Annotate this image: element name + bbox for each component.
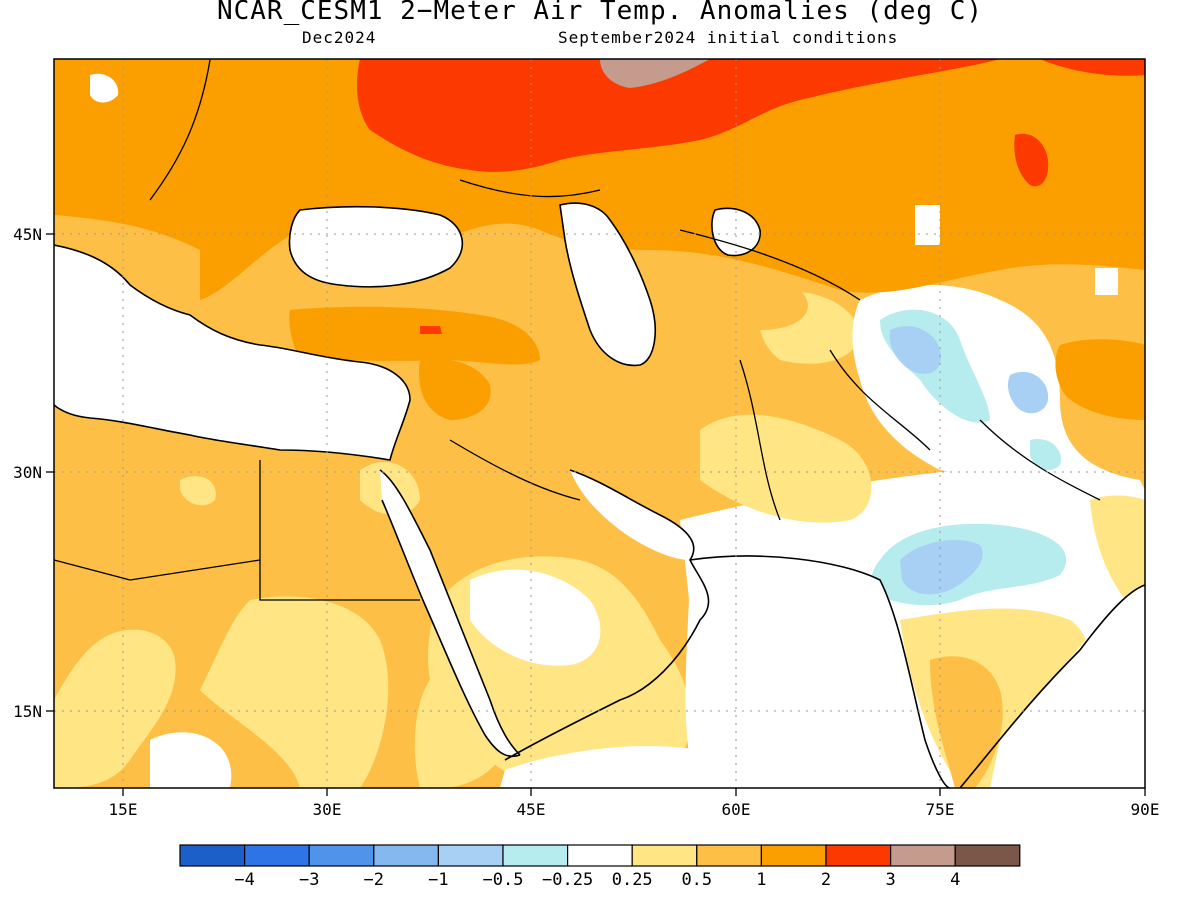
field-0.25-0.5 bbox=[200, 596, 389, 788]
lon-label-75e: 75E bbox=[926, 800, 955, 819]
field-0.5-1 bbox=[930, 656, 1003, 788]
caspian-sea bbox=[560, 203, 656, 366]
mediterranean-coast bbox=[54, 244, 411, 461]
colorbar-label: 0.25 bbox=[612, 870, 653, 890]
colorbar-swatch bbox=[308, 844, 375, 867]
lat-label-30n: 30N bbox=[13, 463, 42, 482]
coastlines bbox=[54, 59, 1145, 788]
gulf-of-aden bbox=[500, 746, 700, 788]
balkhash-mask bbox=[915, 205, 940, 245]
colorbar-swatch bbox=[825, 844, 892, 867]
red-sea-east-coast bbox=[379, 469, 521, 756]
colorbar-label: −3 bbox=[299, 870, 319, 890]
colorbar-label: −1 bbox=[428, 870, 448, 890]
colorbar-label: −0.25 bbox=[542, 870, 593, 890]
colorbar-label: −0.5 bbox=[483, 870, 524, 890]
field-1-2 bbox=[54, 59, 1145, 300]
colorbar-label: −4 bbox=[234, 870, 254, 890]
lat-label-45n: 45N bbox=[13, 225, 42, 244]
colorbar: −4 −3 −2 −1 −0.5 −0.25 0.25 0.5 1 2 3 4 bbox=[179, 844, 1021, 890]
initial-conditions: September2024 initial conditions bbox=[558, 28, 899, 47]
anomaly-fields bbox=[54, 59, 1145, 788]
arabian-sea bbox=[685, 556, 950, 788]
lake-mask bbox=[1095, 268, 1118, 295]
field-0.5-1 bbox=[540, 327, 640, 374]
arabia-coast bbox=[504, 469, 710, 761]
lon-label-30e: 30E bbox=[313, 800, 342, 819]
persian-gulf bbox=[570, 470, 694, 560]
graticule bbox=[54, 59, 1145, 788]
field-1-2 bbox=[419, 358, 491, 420]
field-neutral bbox=[150, 732, 232, 788]
red-sea bbox=[380, 470, 520, 757]
india-west-coast bbox=[689, 555, 951, 788]
colorbar-swatch bbox=[954, 844, 1021, 867]
aral-sea bbox=[711, 208, 761, 256]
baltic-gap bbox=[90, 73, 119, 103]
field-3-4 bbox=[600, 59, 710, 88]
colorbar-label: 1 bbox=[756, 870, 766, 890]
india-east-coast bbox=[959, 584, 1145, 788]
mediterranean-sea bbox=[54, 245, 410, 460]
colorbar-label: 0.5 bbox=[681, 870, 712, 890]
field-neg-1-0.5 bbox=[889, 326, 941, 374]
red-sea-west-coast bbox=[381, 499, 521, 757]
colorbar-swatch bbox=[373, 844, 439, 867]
field-0.25-0.5 bbox=[1090, 495, 1145, 620]
field-neg-1-0.5 bbox=[900, 540, 983, 595]
field-neg-0.5-0.25 bbox=[1030, 439, 1061, 471]
map-frame bbox=[53, 58, 1146, 789]
field-2-3 bbox=[1040, 59, 1145, 76]
lon-label-45e: 45E bbox=[517, 800, 546, 819]
lat-tick-labels: 15N 30N 45N bbox=[13, 225, 42, 721]
black-sea bbox=[289, 206, 463, 287]
colorbar-swatch bbox=[889, 844, 956, 867]
caspian-coast bbox=[559, 202, 656, 367]
field-0.25-0.5 bbox=[180, 476, 216, 506]
black-sea-coast bbox=[288, 205, 464, 288]
colorbar-swatch bbox=[244, 844, 310, 867]
field-2-3 bbox=[357, 59, 1000, 172]
colorbar-label: 2 bbox=[821, 870, 831, 890]
field-0.5-1 bbox=[640, 268, 808, 330]
colorbar-swatch bbox=[437, 844, 504, 867]
field-1-2 bbox=[289, 306, 540, 365]
colorbar-swatch bbox=[566, 844, 633, 867]
field-1-2 bbox=[1055, 339, 1145, 420]
field-neg-1-0.5 bbox=[1007, 371, 1049, 414]
field-0.25-0.5 bbox=[54, 629, 176, 788]
lon-label-90e: 90E bbox=[1131, 800, 1160, 819]
forecast-month: Dec2024 bbox=[302, 28, 377, 47]
lat-label-15n: 15N bbox=[13, 702, 42, 721]
field-neutral bbox=[470, 569, 601, 666]
colorbar-swatch bbox=[631, 844, 698, 867]
field-2-3 bbox=[420, 326, 442, 334]
colorbar-label: 3 bbox=[885, 870, 895, 890]
country-borders bbox=[54, 59, 1101, 601]
tick-marks bbox=[46, 233, 1146, 796]
colorbar-swatch bbox=[179, 844, 246, 867]
field-2-3 bbox=[1014, 133, 1049, 187]
field-0.25-0.5 bbox=[700, 414, 872, 523]
colorbar-swatch bbox=[760, 844, 827, 867]
colorbar-swatch bbox=[502, 844, 569, 867]
lon-label-15e: 15E bbox=[109, 800, 138, 819]
colorbar-label: −2 bbox=[364, 870, 384, 890]
colorbar-swatch bbox=[696, 844, 762, 867]
lon-tick-labels: 15E 30E 45E 60E 75E 90E bbox=[109, 800, 1160, 819]
bay-of-bengal bbox=[990, 585, 1145, 788]
map-title: NCAR_CESM1 2−Meter Air Temp. Anomalies (… bbox=[216, 0, 984, 26]
colorbar-label: 4 bbox=[950, 870, 960, 890]
lon-label-60e: 60E bbox=[722, 800, 751, 819]
